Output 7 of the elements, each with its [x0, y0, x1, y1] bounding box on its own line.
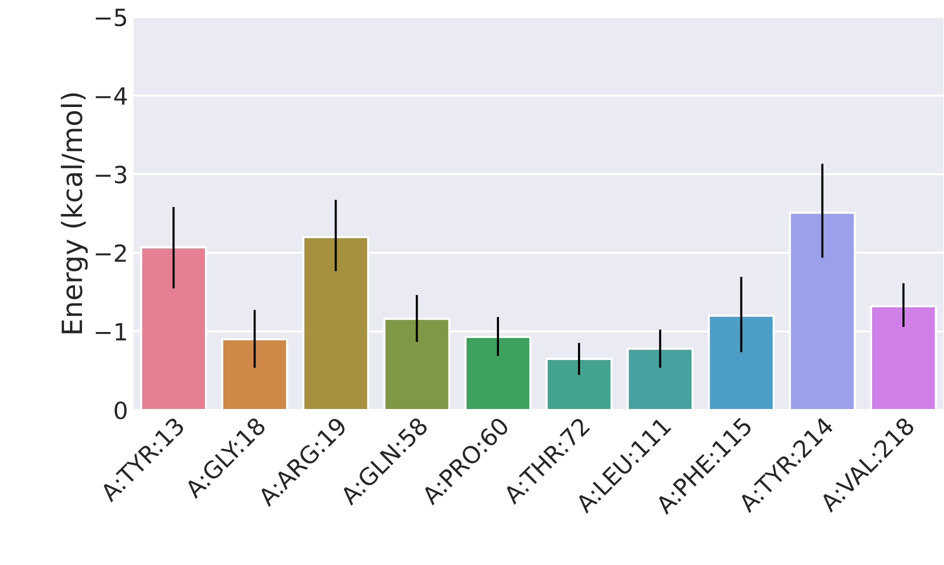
y-tick-label: −4 — [96, 87, 127, 105]
y-axis-title: Energy (kcal/mol) — [60, 93, 88, 334]
y-tick-label: −2 — [96, 244, 126, 262]
y-tick-label: 0 — [114, 401, 127, 420]
y-tick-label: −5 — [96, 8, 126, 26]
y-tick-label: −1 — [96, 323, 126, 340]
y-tick-label: −3 — [96, 166, 126, 184]
